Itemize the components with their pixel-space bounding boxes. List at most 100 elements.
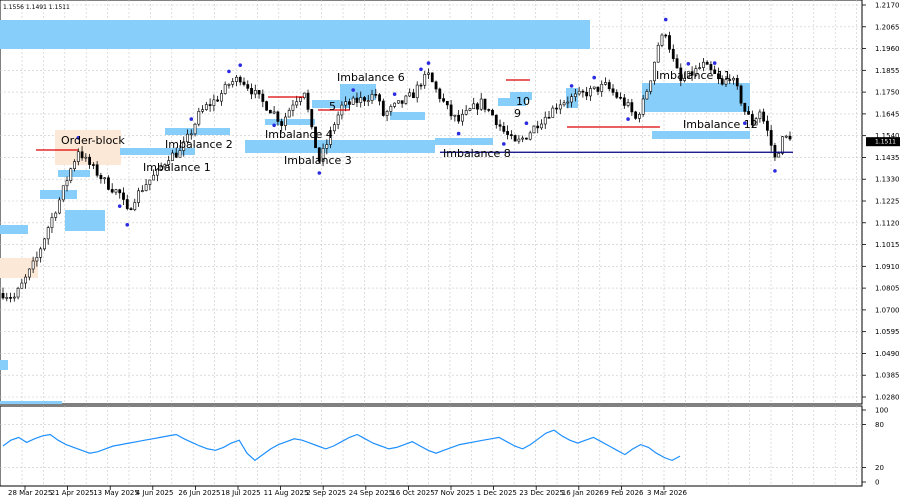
candle-body	[393, 102, 397, 107]
candle-body	[355, 97, 359, 103]
candle-body	[167, 160, 171, 165]
candle-body	[363, 97, 366, 102]
candle-body	[65, 180, 69, 187]
candle-body	[302, 92, 306, 99]
imbalance-8-zone	[435, 138, 493, 145]
price-tick-label: 1.1855	[875, 67, 900, 75]
candle-body	[724, 79, 728, 85]
candle-body	[509, 134, 513, 136]
candle-body	[683, 77, 686, 81]
fractal-marker	[426, 61, 431, 65]
candle-body	[543, 116, 547, 125]
price-tick-label: 1.0910	[875, 263, 900, 271]
time-tick-label: 26 Jun 2025	[178, 489, 220, 497]
candle-body	[257, 90, 261, 95]
time-tick-label: 4 Jun 2025	[136, 489, 174, 497]
candle-body	[272, 111, 276, 114]
candle-body	[562, 102, 566, 106]
time-tick-label: 9 Feb 2026	[604, 489, 644, 497]
candle-body	[427, 72, 430, 75]
candle-body	[27, 268, 31, 278]
candle-body	[231, 81, 235, 85]
candle-body	[558, 104, 562, 110]
candle-body	[555, 107, 558, 110]
imbalance-zone-c	[65, 210, 105, 231]
candle-body	[656, 45, 660, 63]
candle-body	[370, 94, 374, 101]
candle-body	[419, 84, 423, 87]
price-tick-label: 1.2170	[875, 2, 900, 10]
order-block-zone	[55, 130, 121, 165]
fractal-marker	[125, 223, 130, 227]
imbalance-bottom-zone	[0, 401, 62, 404]
candle-body	[645, 91, 649, 100]
candle-body	[284, 116, 287, 126]
candle-body	[118, 189, 122, 194]
candle-body	[208, 104, 212, 106]
imbalance-1-zone	[120, 148, 195, 155]
imbalance-top-zone	[0, 20, 590, 49]
candle-body	[182, 141, 186, 151]
candle-body	[325, 144, 329, 149]
candle-body	[321, 148, 325, 162]
candle-body	[468, 108, 472, 111]
candle-body	[573, 93, 577, 97]
candle-body	[577, 90, 581, 95]
candle-body	[735, 78, 739, 87]
candle-body	[754, 118, 758, 126]
imbalance-11-zone	[642, 83, 750, 112]
candle-body	[491, 109, 494, 116]
candle-body	[378, 94, 381, 102]
candle-body	[58, 199, 61, 214]
candle-body	[1, 292, 5, 299]
candle-body	[201, 109, 204, 112]
price-tick-label: 1.1330	[875, 176, 900, 184]
time-tick-label: 11 Aug 2025	[264, 489, 309, 497]
candle-body	[310, 109, 314, 128]
price-axis: 1.2170 1.2065 1.1960 1.1855 1.1750 1.1645 1.15…	[862, 2, 900, 402]
candle-body	[178, 150, 182, 158]
candle-body	[762, 111, 766, 122]
rsi-layer: 100 80 20 0	[0, 407, 888, 487]
candle-body	[513, 135, 517, 142]
candle-body	[766, 120, 769, 131]
price-tick-label: 1.0490	[875, 350, 900, 358]
price-tick-label: 1.1015	[875, 241, 900, 249]
fractal-marker	[189, 117, 194, 121]
candle-body	[566, 101, 570, 104]
imbalance-10-zone	[510, 92, 532, 100]
imbalance-7-zone	[390, 112, 425, 120]
candle-body	[152, 174, 156, 181]
candle-body	[220, 93, 223, 102]
candle-body	[159, 166, 163, 170]
candle-body	[423, 74, 427, 86]
price-tick-label: 1.1435	[875, 154, 900, 162]
candle-body	[788, 135, 792, 140]
price-tick-label: 1.2065	[875, 23, 900, 31]
candle-body	[54, 212, 58, 218]
candle-body	[389, 106, 393, 112]
candle-body	[235, 76, 238, 82]
rsi-line	[2, 429, 681, 462]
candle-body	[506, 131, 509, 135]
candle-body	[193, 123, 197, 135]
candle-body	[84, 156, 88, 159]
fractal-marker	[626, 117, 630, 121]
candle-body	[442, 98, 445, 102]
price-tick-label: 1.1750	[875, 89, 900, 97]
candle-body	[460, 113, 464, 122]
grid-rsi	[21, 406, 857, 486]
candle-body	[314, 126, 317, 149]
annotation-label: Imbalance 8	[443, 147, 511, 160]
imbalance-zone-b	[58, 170, 90, 177]
candle-body	[464, 110, 468, 115]
candle-body	[76, 151, 80, 162]
candle-body	[641, 98, 645, 115]
candle-body	[434, 81, 438, 90]
candle-body	[589, 88, 592, 97]
price-tick-label: 1.0700	[875, 306, 900, 314]
candle-body	[5, 297, 9, 299]
imbalance-2-zone	[165, 128, 230, 135]
